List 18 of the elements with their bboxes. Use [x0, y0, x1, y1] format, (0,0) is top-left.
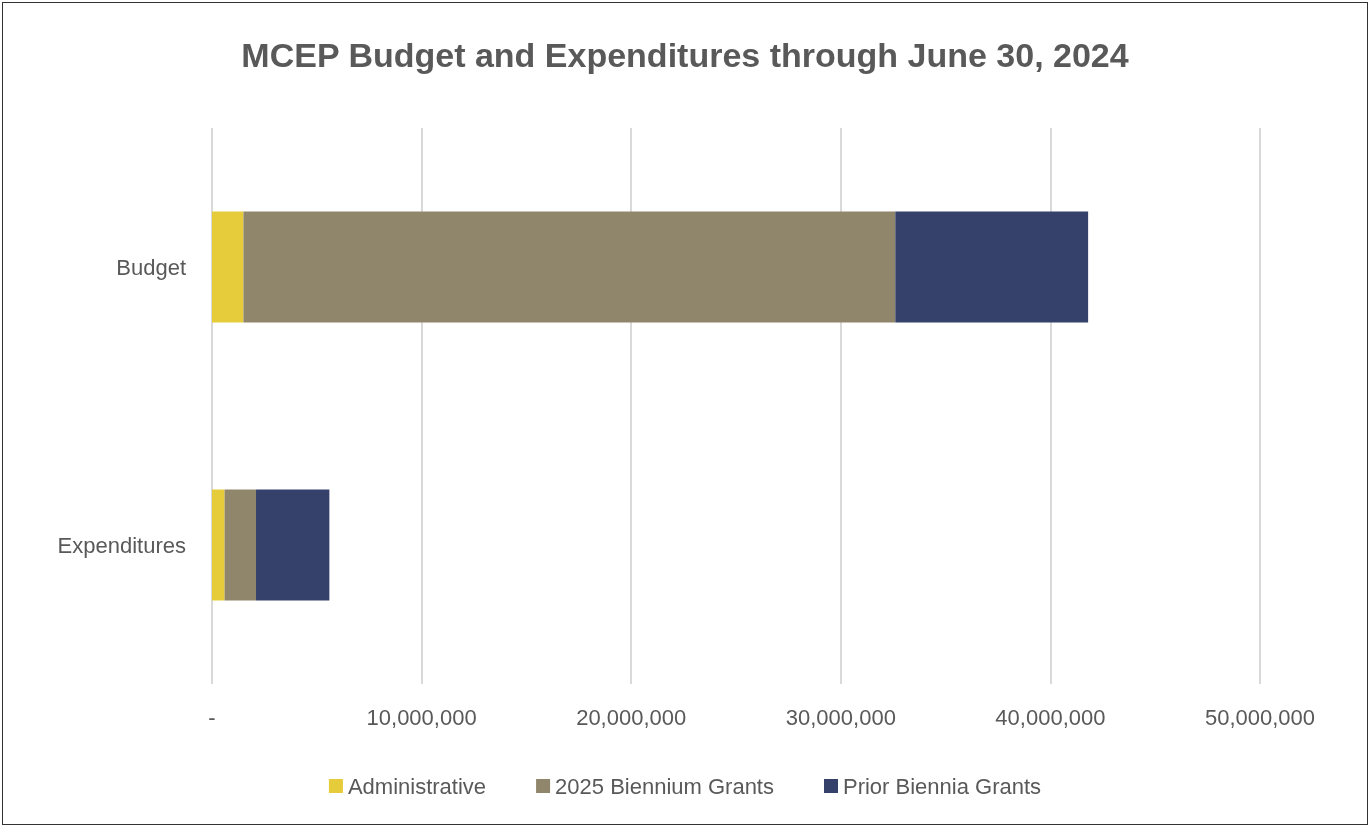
- bar: [895, 211, 1089, 323]
- x-tick-label: 20,000,000: [576, 704, 687, 730]
- y-tick-label: Budget: [116, 254, 186, 280]
- bar: [243, 211, 896, 323]
- bar: [256, 489, 330, 601]
- bar: [212, 211, 244, 323]
- x-tick-label: 40,000,000: [995, 704, 1106, 730]
- x-tick-label: 10,000,000: [366, 704, 477, 730]
- y-tick-label: Expenditures: [57, 532, 186, 558]
- chart-title: MCEP Budget and Expenditures through June 30, 2024: [241, 36, 1129, 74]
- bar: [224, 489, 257, 601]
- x-tick-label: 50,000,000: [1204, 704, 1316, 730]
- x-tick-label: 30,000,000: [785, 704, 896, 730]
- bar: [212, 489, 225, 601]
- x-tick-label: -: [208, 704, 216, 730]
- legend-label: Prior Biennia Grants: [842, 773, 1042, 799]
- legend-label: 2025 Biennium Grants: [555, 773, 774, 799]
- legend-label: Administrative: [347, 773, 487, 799]
